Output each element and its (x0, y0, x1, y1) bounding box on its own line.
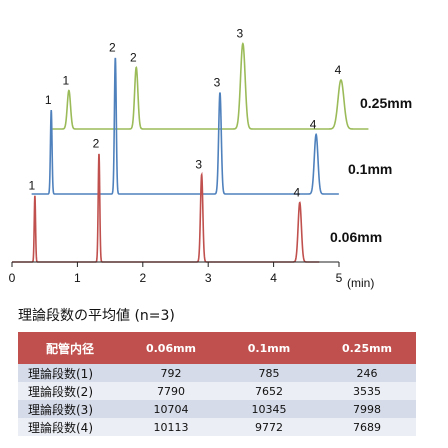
chromatogram-chart: 1 2 3 4 1 2 3 4 1 2 3 4 0.25mm 0.1mm 0.06mm 0 1 2 3 4 5 (mi… (9, 27, 413, 290)
peak-label: 3 (214, 76, 221, 90)
cell-value: 7790 (122, 382, 220, 400)
x-tick-label: 5 (336, 271, 343, 285)
table-row: 理論段数(1) 792 785 246 (18, 364, 416, 382)
table-row: 理論段数(3) 10704 10345 7998 (18, 400, 416, 418)
peak-label: 4 (310, 118, 317, 132)
peak-label: 1 (63, 74, 70, 88)
peak-label: 3 (237, 27, 244, 41)
row-label: 理論段数(4) (18, 418, 122, 436)
trace-label-0-06mm: 0.06mm (330, 229, 382, 245)
peak-label: 4 (293, 186, 300, 200)
peak-label: 1 (29, 179, 36, 193)
trace-line-0-06mm (12, 153, 320, 263)
cell-value: 10345 (220, 400, 318, 418)
trace-line-0-25mm (52, 42, 369, 130)
cell-value: 10704 (122, 400, 220, 418)
trace-label-0-1mm: 0.1mm (348, 161, 392, 177)
cell-value: 785 (220, 364, 318, 382)
peak-label: 2 (93, 137, 100, 151)
x-tick-label: 0 (9, 271, 16, 285)
cell-value: 246 (318, 364, 416, 382)
peak-label: 1 (45, 93, 52, 107)
table-row: 理論段数(2) 7790 7652 3535 (18, 382, 416, 400)
cell-value: 792 (122, 364, 220, 382)
row-label: 理論段数(2) (18, 382, 122, 400)
cell-value: 9772 (220, 418, 318, 436)
trace-line-0-1mm (31, 57, 339, 195)
peak-label: 4 (335, 63, 342, 77)
peak-label: 2 (130, 50, 137, 64)
table-title: 理論段数の平均値 (n=3) (18, 308, 175, 324)
table-row: 理論段数(4) 10113 9772 7689 (18, 418, 416, 436)
header-0-1mm: 0.1mm (220, 332, 318, 364)
x-tick-label: 3 (205, 271, 212, 285)
cell-value: 3535 (318, 382, 416, 400)
row-label: 理論段数(3) (18, 400, 122, 418)
x-tick-label: 1 (74, 271, 81, 285)
peak-label: 2 (109, 41, 116, 55)
x-axis: 0 1 2 3 4 5 (min) (9, 261, 374, 290)
header-tube-diameter: 配管内径 (18, 332, 122, 364)
header-0-06mm: 0.06mm (122, 332, 220, 364)
cell-value: 7652 (220, 382, 318, 400)
x-tick-label: 4 (270, 271, 277, 285)
theoretical-plates-table: 配管内径 0.06mm 0.1mm 0.25mm 理論段数(1) 792 785… (18, 332, 416, 436)
cell-value: 7998 (318, 400, 416, 418)
header-0-25mm: 0.25mm (318, 332, 416, 364)
cell-value: 7689 (318, 418, 416, 436)
cell-value: 10113 (122, 418, 220, 436)
peak-label: 3 (195, 158, 202, 172)
x-tick-label: 2 (139, 271, 146, 285)
x-axis-unit-label: (min) (347, 276, 374, 290)
table-header-row: 配管内径 0.06mm 0.1mm 0.25mm (18, 332, 416, 364)
trace-labels: 0.25mm 0.1mm 0.06mm (330, 95, 412, 245)
row-label: 理論段数(1) (18, 364, 122, 382)
peak-labels: 1 2 3 4 1 2 3 4 1 2 3 4 (29, 27, 342, 200)
trace-label-0-25mm: 0.25mm (360, 95, 412, 111)
